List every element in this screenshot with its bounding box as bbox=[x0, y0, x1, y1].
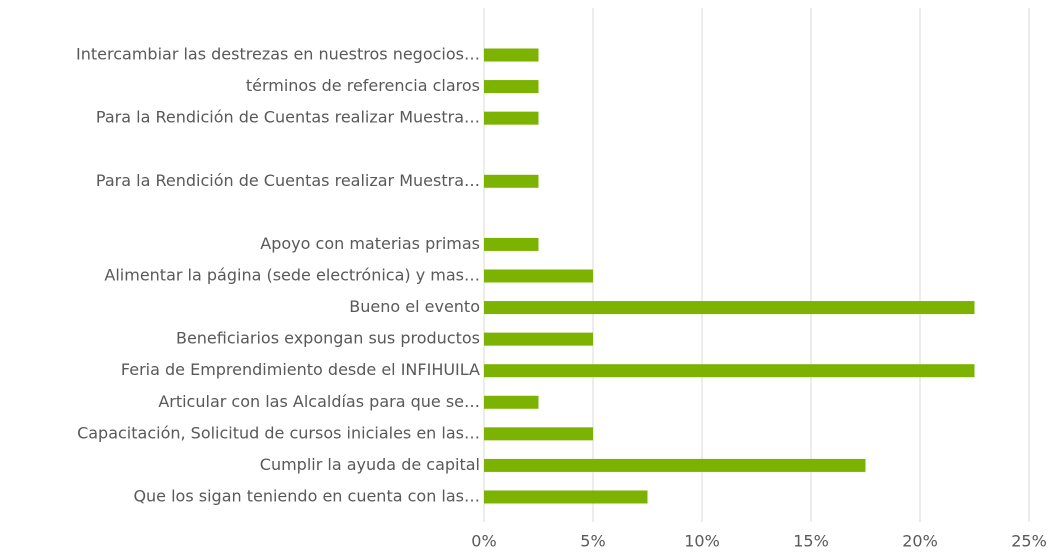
bar bbox=[484, 490, 648, 504]
bar bbox=[484, 332, 593, 346]
bar bbox=[484, 395, 539, 409]
y-tick-label: Cumplir la ayuda de capital bbox=[260, 455, 480, 474]
y-tick-label: Feria de Emprendimiento desde el INFIHUI… bbox=[121, 360, 480, 379]
y-tick-label: Capacitación, Solicitud de cursos inicia… bbox=[77, 423, 480, 442]
bar bbox=[484, 48, 539, 62]
x-tick-label: 25% bbox=[1011, 532, 1047, 551]
x-tick-label: 10% bbox=[684, 532, 720, 551]
y-tick-label: términos de referencia claros bbox=[246, 76, 480, 95]
bar bbox=[484, 237, 539, 251]
bar bbox=[484, 427, 593, 441]
y-tick-label: Intercambiar las destrezas en nuestros n… bbox=[76, 45, 480, 64]
bar bbox=[484, 364, 975, 378]
y-tick-label: Para la Rendición de Cuentas realizar Mu… bbox=[96, 171, 480, 190]
x-tick-label: 15% bbox=[793, 532, 829, 551]
y-tick-label: Alimentar la página (sede electrónica) y… bbox=[104, 265, 480, 284]
y-tick-label: Bueno el evento bbox=[349, 297, 480, 316]
y-tick-label: Articular con las Alcaldías para que se… bbox=[158, 392, 480, 411]
y-tick-label: Para la Rendición de Cuentas realizar Mu… bbox=[96, 108, 480, 127]
y-tick-label: Apoyo con materias primas bbox=[260, 234, 480, 253]
bar bbox=[484, 269, 593, 283]
bar bbox=[484, 80, 539, 94]
x-tick-label: 0% bbox=[471, 532, 496, 551]
x-tick-label: 5% bbox=[580, 532, 605, 551]
bar bbox=[484, 458, 866, 472]
bar bbox=[484, 301, 975, 315]
bar bbox=[484, 111, 539, 125]
y-tick-label: Que los sigan teniendo en cuenta con las… bbox=[133, 486, 480, 505]
x-tick-label: 20% bbox=[902, 532, 938, 551]
y-tick-label: Beneficiarios expongan sus productos bbox=[176, 329, 480, 348]
bar bbox=[484, 174, 539, 188]
